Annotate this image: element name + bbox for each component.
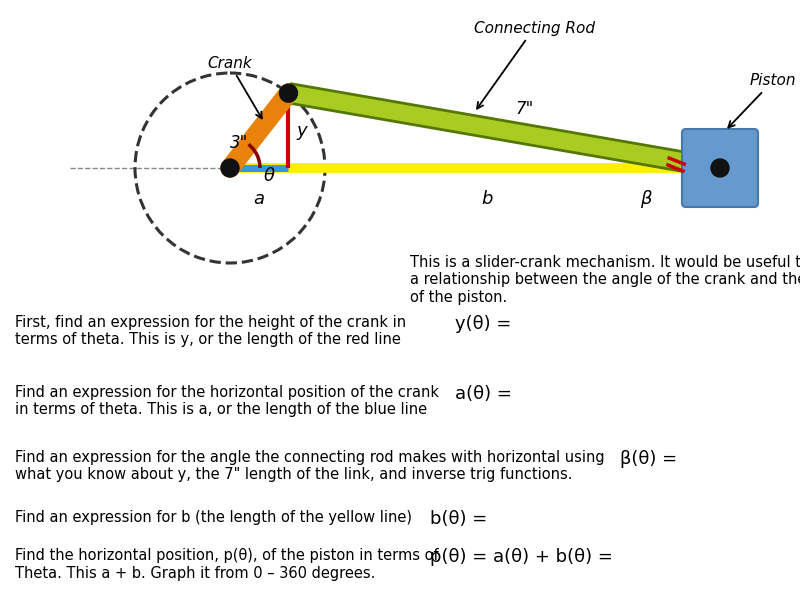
Text: b: b (482, 190, 493, 208)
Text: β: β (640, 190, 652, 208)
Text: Crank: Crank (207, 55, 262, 118)
Text: Find the horizontal position, p(θ), of the piston in terms of: Find the horizontal position, p(θ), of t… (15, 548, 438, 563)
Text: 3": 3" (230, 133, 248, 151)
Text: First, find an expression for the height of the crank in
terms of theta. This is: First, find an expression for the height… (15, 315, 406, 347)
Text: Theta. This a + b. Graph it from 0 – 360 degrees.: Theta. This a + b. Graph it from 0 – 360… (15, 566, 375, 581)
FancyBboxPatch shape (682, 129, 758, 207)
Text: β(θ) =: β(θ) = (620, 450, 677, 468)
Text: a(θ) =: a(θ) = (455, 385, 512, 403)
Text: θ: θ (264, 167, 275, 185)
Text: y: y (297, 121, 307, 139)
Text: This is a slider-crank mechanism. It would be useful to find
a relationship betw: This is a slider-crank mechanism. It wou… (410, 255, 800, 305)
Text: Connecting Rod: Connecting Rod (474, 20, 594, 109)
Circle shape (221, 159, 239, 177)
Text: Find an expression for b (the length of the yellow line): Find an expression for b (the length of … (15, 510, 412, 525)
Circle shape (711, 159, 729, 177)
Text: p(θ) = a(θ) + b(θ) =: p(θ) = a(θ) + b(θ) = (430, 548, 613, 566)
Text: Find an expression for the angle the connecting rod makes with horizontal using
: Find an expression for the angle the con… (15, 450, 605, 483)
Text: a: a (254, 190, 265, 208)
Text: 7": 7" (515, 100, 534, 118)
Circle shape (279, 84, 298, 102)
Text: Find an expression for the horizontal position of the crank
in terms of theta. T: Find an expression for the horizontal po… (15, 385, 439, 418)
Text: Piston: Piston (728, 73, 797, 127)
Text: y(θ) =: y(θ) = (455, 315, 511, 333)
Text: b(θ) =: b(θ) = (430, 510, 487, 528)
